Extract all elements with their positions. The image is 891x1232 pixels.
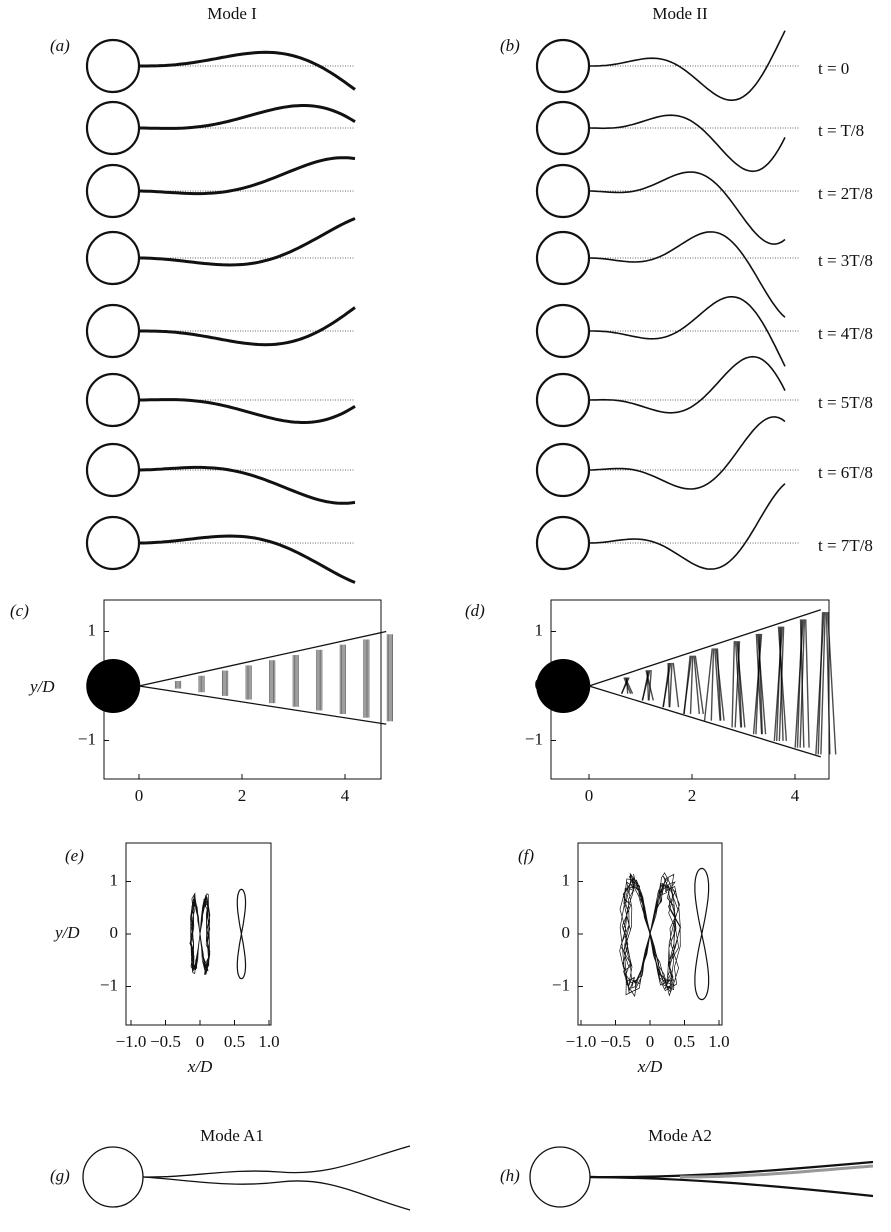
mean-orbit (237, 889, 245, 978)
filament (590, 357, 785, 413)
time-label: t = 2T/8 (818, 184, 873, 203)
axis-label: y/D (53, 923, 80, 942)
streaks (621, 612, 835, 754)
filament (590, 31, 785, 101)
axis-label: x/D (637, 1057, 663, 1076)
time-label: t = 5T/8 (818, 393, 873, 412)
y-tick-label: −1 (100, 975, 118, 994)
cylinder (537, 305, 589, 357)
y-tick-label: −1 (78, 729, 96, 748)
cylinder (87, 305, 139, 357)
cylinder (537, 374, 589, 426)
x-tick-label: 1.0 (258, 1032, 279, 1051)
x-tick-label: 0.5 (674, 1032, 695, 1051)
panel-label: (a) (50, 36, 70, 55)
x-tick-label: −1.0 (566, 1032, 597, 1051)
filament (590, 115, 785, 171)
mode-a1-sketch (83, 1146, 410, 1210)
x-tick-label: 2 (688, 786, 697, 805)
x-tick-label: 2 (238, 786, 247, 805)
x-tick-label: 0.5 (224, 1032, 245, 1051)
cylinder (87, 444, 139, 496)
axis-label: y/D (28, 677, 55, 696)
time-label: t = 7T/8 (818, 536, 873, 555)
y-tick-label: −1 (525, 729, 543, 748)
filament (140, 106, 355, 129)
panel-label: (d) (465, 601, 485, 620)
x-tick-label: −0.5 (150, 1032, 181, 1051)
cylinder (537, 165, 589, 217)
mode-a2-sketch (530, 1147, 873, 1207)
time-label: t = 6T/8 (818, 463, 873, 482)
filament (140, 400, 355, 423)
cylinder (537, 102, 589, 154)
filament (590, 232, 785, 317)
cylinder (86, 659, 140, 713)
panel-label: (c) (10, 601, 29, 620)
panel-label: (h) (500, 1166, 520, 1185)
cylinder (537, 232, 589, 284)
streak (732, 641, 734, 727)
filament (590, 484, 785, 569)
time-label: t = T/8 (818, 121, 864, 140)
cylinder (87, 102, 139, 154)
cylinder (87, 232, 139, 284)
y-tick-label: 0 (110, 923, 119, 942)
panel-label: (b) (500, 36, 520, 55)
filament (590, 417, 785, 489)
axes-frame (126, 843, 271, 1025)
x-tick-label: −0.5 (600, 1032, 631, 1051)
cylinder (87, 165, 139, 217)
cylinder (87, 374, 139, 426)
x-tick-label: 1.0 (708, 1032, 729, 1051)
axes-frame (551, 600, 829, 779)
cylinder (87, 40, 139, 92)
axis-label: x/D (187, 1057, 213, 1076)
streak (806, 619, 809, 747)
x-tick-label: 0 (585, 786, 594, 805)
filament (590, 297, 785, 367)
y-tick-label: 1 (535, 620, 544, 639)
x-tick-label: 0 (196, 1032, 205, 1051)
y-tick-label: 0 (562, 923, 571, 942)
cylinder (537, 517, 589, 569)
cylinder (87, 517, 139, 569)
axes-frame (104, 600, 381, 779)
cylinder (537, 40, 589, 92)
y-tick-label: −1 (552, 975, 570, 994)
streak (673, 663, 678, 707)
time-label: t = 0 (818, 59, 849, 78)
y-tick-label: 1 (88, 620, 97, 639)
x-tick-label: 4 (341, 786, 350, 805)
time-label: t = 4T/8 (818, 324, 873, 343)
panel-title: Mode A2 (648, 1126, 712, 1145)
x-tick-label: −1.0 (116, 1032, 147, 1051)
x-tick-label: 4 (791, 786, 800, 805)
cylinder (536, 659, 590, 713)
mean-orbit (695, 868, 709, 999)
filament (140, 467, 355, 503)
panel-label: (g) (50, 1166, 70, 1185)
x-tick-label: 0 (135, 786, 144, 805)
envelope (139, 632, 386, 725)
trajectory (190, 893, 210, 975)
panel-title: Mode II (652, 4, 708, 23)
time-label: t = 3T/8 (818, 251, 873, 270)
y-tick-label: 1 (562, 870, 571, 889)
trajectory (620, 873, 681, 996)
filament (140, 308, 355, 345)
filament (140, 158, 355, 194)
x-tick-label: 0 (646, 1032, 655, 1051)
y-tick-label: 1 (110, 870, 119, 889)
panel-label: (f) (518, 846, 534, 865)
panel-title: Mode A1 (200, 1126, 264, 1145)
filament (140, 52, 355, 89)
figure: Mode I Mode II (a) (b) (c) (d) y/D (e) (… (0, 0, 891, 1232)
panel-label: (e) (65, 846, 84, 865)
panel-title: Mode I (207, 4, 257, 23)
cylinder (537, 444, 589, 496)
filament (590, 172, 785, 244)
